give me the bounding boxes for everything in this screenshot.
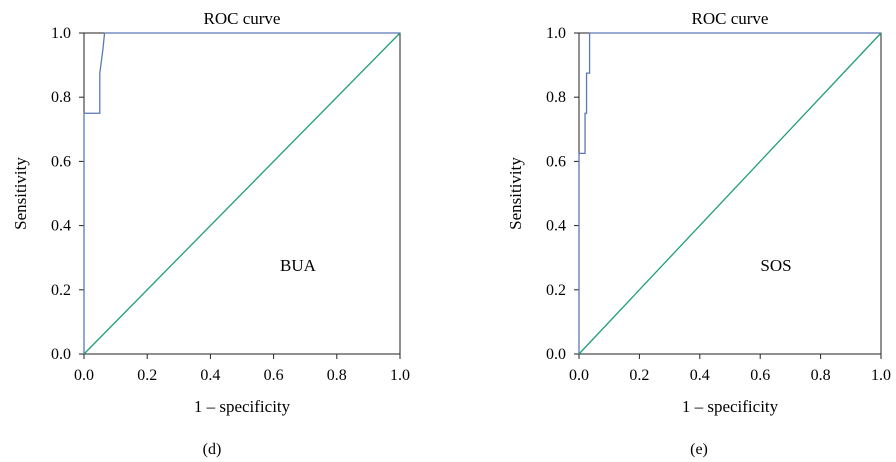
chart-panel-d: 0.0 0.2 0.4 0.6 0.8 1.0 0.0 0.2 0.4 0.6 0.8 1.0 ROC … [11, 9, 410, 458]
roc-chart-d: 0.0 0.2 0.4 0.6 0.8 1.0 0.0 0.2 0.4 0.6 0.8 1.0 ROC … [11, 9, 410, 458]
x-tick-label: 0.6 [264, 367, 284, 384]
y-tick-label: 0.0 [51, 346, 71, 363]
x-tick-label: 1.0 [871, 367, 891, 384]
chart-panel-e: 0.0 0.2 0.4 0.6 0.8 1.0 0.0 0.2 0.4 0.6 0.8 1.0 ROC … [448, 0, 896, 462]
roc-curve-line [83, 32, 400, 354]
chart-title: ROC curve [204, 9, 281, 28]
y-axis-label: Sensitivity [11, 157, 30, 230]
y-tick-label: 0.6 [546, 153, 566, 170]
y-tick-label: 0.4 [546, 218, 566, 235]
x-tick-label: 0.0 [569, 367, 589, 384]
x-tick-label: 0.8 [811, 367, 831, 384]
y-tick-label: 1.0 [546, 25, 566, 42]
x-tick-label: 0.2 [629, 367, 649, 384]
x-tick-label: 0.4 [200, 367, 220, 384]
y-tick-label: 0.4 [51, 218, 71, 235]
x-tick-label: 0.0 [74, 367, 94, 384]
y-tick-label: 1.0 [51, 25, 71, 42]
roc-chart-e: 0.0 0.2 0.4 0.6 0.8 1.0 0.0 0.2 0.4 0.6 0.8 1.0 ROC … [506, 9, 891, 458]
y-tick-label: 0.2 [546, 282, 566, 299]
y-tick-label: 0.2 [51, 282, 71, 299]
x-tick-label: 0.4 [690, 367, 710, 384]
x-tick-label: 0.2 [137, 367, 157, 384]
series-annotation: BUA [280, 256, 317, 275]
chart-title: ROC curve [692, 9, 769, 28]
y-axis-label: Sensitivity [506, 157, 525, 230]
series-annotation: SOS [760, 256, 791, 275]
x-axis-label: 1 – specificity [194, 397, 291, 416]
x-axis-label: 1 – specificity [682, 397, 779, 416]
roc-curve-line [578, 32, 881, 354]
reference-diagonal-line [83, 32, 401, 355]
y-tick-label: 0.8 [546, 89, 566, 106]
reference-diagonal-line [578, 32, 882, 355]
x-tick-label: 1.0 [390, 367, 410, 384]
y-tick-label: 0.6 [51, 153, 71, 170]
panel-caption: (e) [690, 441, 708, 458]
x-tick-label: 0.8 [327, 367, 347, 384]
y-tick-label: 0.8 [51, 89, 71, 106]
y-tick-label: 0.0 [546, 346, 566, 363]
x-tick-label: 0.6 [750, 367, 770, 384]
panel-caption: (d) [203, 441, 222, 458]
